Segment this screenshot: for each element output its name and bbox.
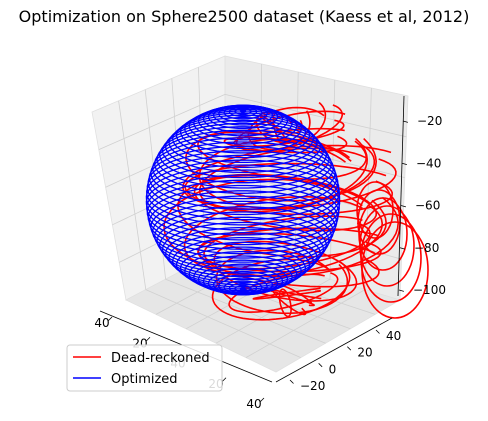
left-pane-gridline [98,94,226,150]
optimized-ring [223,105,263,120]
optimized-ring [179,110,307,154]
dead-reckoned-loop [358,197,408,271]
optimized-ring [152,137,334,200]
optimized-ring [148,145,338,210]
legend: Dead-reckoned Optimized [66,344,223,392]
optimized-ring [228,106,258,117]
legend-label-optimized: Optimized [111,372,178,387]
floor-pane-gridline [185,268,351,330]
optimized-ring [161,122,325,179]
x-axis-tick-mark [260,397,265,402]
optimized-ring [146,179,340,246]
back-pane-gridline [224,94,407,138]
z-axis-tick-label: −40 [416,156,441,170]
optimized-ring [165,226,321,281]
optimized-ring [150,141,336,205]
optimized-ring [148,190,338,255]
dead-reckoned-loop [235,104,346,152]
optimized-ring [175,241,311,288]
optimized-ring [172,114,314,164]
floor-pane-gridline [245,289,366,358]
optimized-ring [168,117,318,169]
dead-reckoned-loop [361,221,429,319]
legend-frame [66,344,223,392]
optimized-ring [150,195,336,259]
optimized-ring [159,216,327,274]
optimized-ring [172,236,314,286]
y-axis-tick-mark [289,379,294,384]
y-axis-line [275,317,393,383]
x-axis-tick-label: 40 [94,316,109,330]
optimized-ring [156,129,330,189]
optimized-ring [161,221,325,278]
optimized-ring [146,159,340,226]
floor-pane-gridline [165,278,326,344]
z-axis-line [397,95,405,297]
chart-title: Optimization on Sphere2500 dataset (Kaes… [19,7,470,26]
dead-reckoned-loop [359,205,415,287]
y-axis-tick-label: 0 [329,362,337,376]
optimized-ring [154,206,332,267]
z-axis-tick-mark [400,205,407,208]
optimized-ring [145,164,341,231]
optimized-ring [146,154,340,221]
floor-pane-gridline [145,289,301,358]
optimized-ring [146,174,340,241]
z-axis-tick-mark [399,247,406,250]
x-axis-tick-mark [146,336,151,342]
y-axis-tick-mark [347,346,352,351]
optimized-ring [159,126,327,184]
y-axis-tick-label: −20 [300,379,325,393]
dead-reckoned-loop [356,181,394,239]
plot-data [145,101,429,321]
optimized-ring [156,211,330,271]
z-axis-tick-label: −20 [417,114,442,128]
optimized-ring [147,150,339,216]
z-axis-tick-label: −80 [414,241,439,255]
y-axis-tick-mark [375,329,380,334]
z-axis-tick-mark [401,162,408,166]
optimized-ring [175,112,311,159]
z-axis-ticks: −20 −40 −60 −80 −100 [398,114,446,297]
z-axis-tick-label: −100 [413,283,446,297]
dead-reckoned-loop [360,213,422,303]
x-axis-tick-label: 40 [246,397,261,411]
back-pane-gridline [364,87,372,290]
optimized-ring [147,184,339,250]
optimized-ring [154,133,332,194]
y-axis-ticks: 40 20 0 −20 [289,329,401,393]
x-axis-tick-mark [108,316,113,321]
x-axis-tick-mark [222,377,227,382]
optimized-ring [239,109,247,113]
y-axis-tick-label: 40 [386,329,401,343]
dead-reckoned-loop [223,135,348,154]
optimized-ring [218,104,268,123]
y-axis-tick-label: 20 [357,346,372,360]
legend-label-dead-reckoned: Dead-reckoned [111,351,210,366]
dead-reckoned-loop [252,287,321,300]
dead-reckoned-loop [247,101,327,151]
z-axis-tick-mark [398,289,405,292]
optimized-ring [234,107,252,115]
y-axis-tick-mark [318,363,323,368]
optimized-ring [168,231,318,283]
optimized-ring [184,108,302,150]
optimized-ring [179,246,307,290]
optimized-ring [152,200,334,263]
optimized-ring [145,169,341,236]
z-axis-tick-mark [402,120,409,123]
left-pane-gridline [118,100,147,290]
z-axis-tick-label: −60 [415,199,440,213]
dead-reckoned-loop [228,272,339,314]
optimized-ring [165,119,321,174]
